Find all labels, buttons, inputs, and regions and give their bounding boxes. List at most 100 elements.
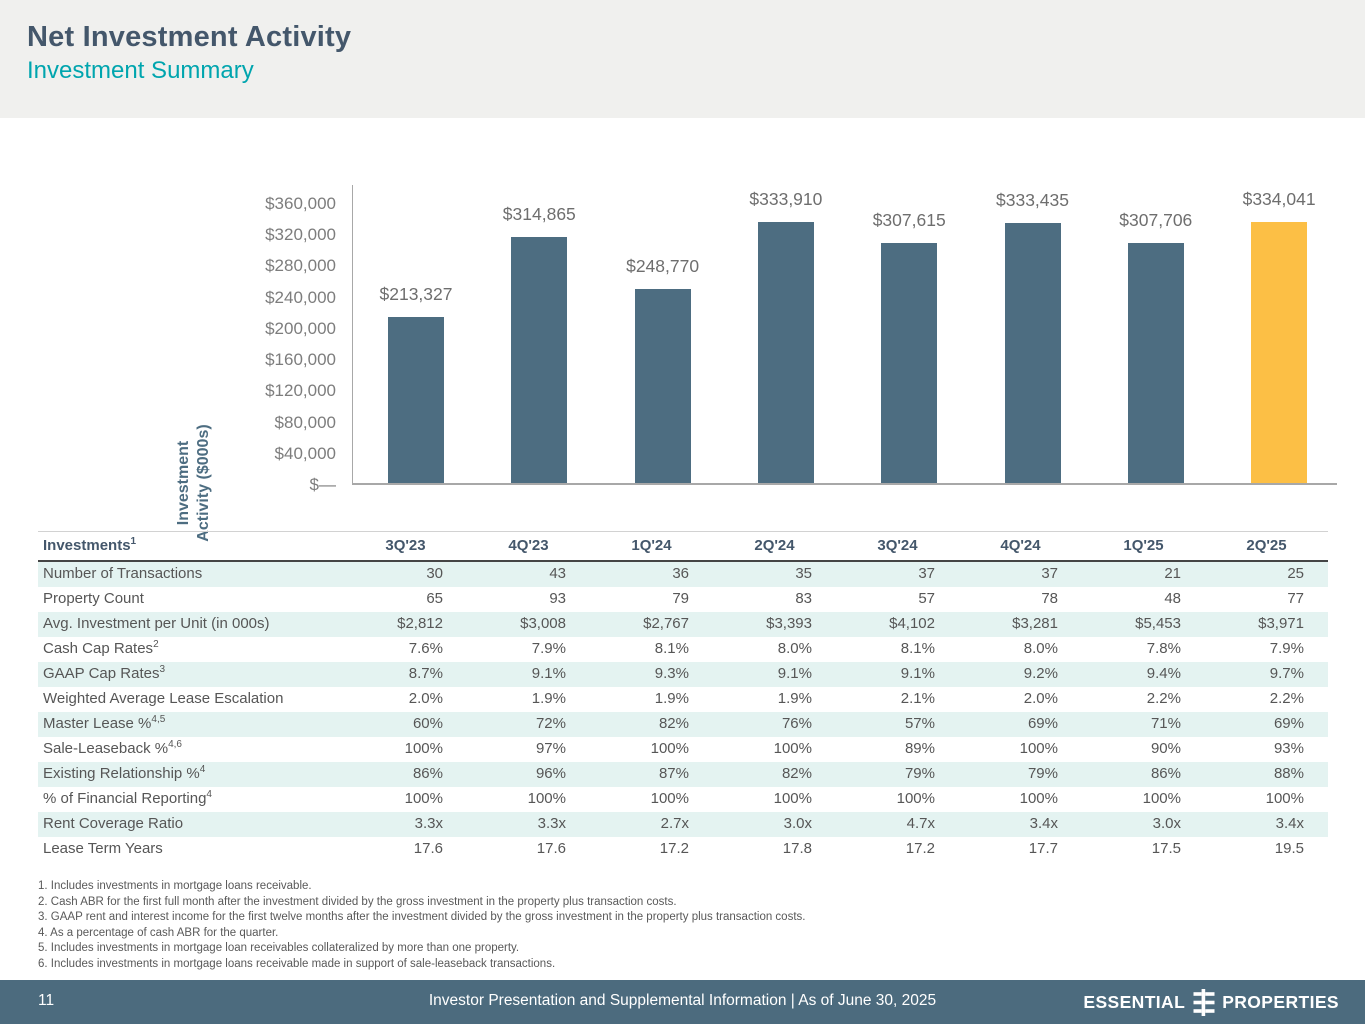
y-tick-label: $40,000: [274, 443, 336, 463]
cell-value: 100%: [650, 790, 689, 807]
cell-value: 7.9%: [531, 640, 566, 657]
table-row: Avg. Investment per Unit (in 000s) $2,812…: [38, 612, 1328, 637]
table-header-row: Investments1 3Q'23 4Q'23 1Q'24 2Q'24 3Q'24 4Q'…: [38, 531, 1328, 562]
footnote: 2. Cash ABR for the first full month aft…: [38, 895, 677, 908]
cell-value: 7.9%: [1269, 640, 1304, 657]
essential-properties-icon: [1193, 989, 1215, 1016]
column-header-4Q'23: 4Q'23: [467, 531, 590, 562]
cell-value: 100%: [1265, 790, 1304, 807]
bar-4Q'24: [1004, 222, 1061, 483]
logo-word-essential: ESSENTIAL: [1083, 992, 1186, 1012]
investments-table-body: Number of Transactions 30 43 36 35 37 37 21 25 Pr…: [38, 561, 1328, 862]
cell-value: $3,971: [1258, 615, 1304, 632]
footnote: 1. Includes investments in mortgage loan…: [38, 880, 312, 892]
cell-value: 43: [549, 565, 566, 582]
cell-value: 77: [1287, 590, 1304, 607]
row-label: Avg. Investment per Unit (in 000s): [43, 615, 270, 632]
cell-value: 88%: [1273, 765, 1304, 782]
cell-value: 1.9%: [654, 690, 689, 707]
bar-2Q'25: [1251, 222, 1308, 483]
cell-value: 86%: [1150, 765, 1181, 782]
y-tick-label: $160,000: [265, 350, 336, 370]
slide-header: Net Investment Activity Investment Summa…: [0, 0, 1365, 118]
cell-value: 1.9%: [777, 690, 812, 707]
cell-value: 71%: [1150, 715, 1181, 732]
cell-value: 100%: [896, 790, 935, 807]
cell-value: 7.6%: [408, 640, 443, 657]
cell-value: 8.0%: [777, 640, 812, 657]
cell-value: 79%: [1027, 765, 1058, 782]
cell-value: $5,453: [1135, 615, 1181, 632]
row-label: Master Lease %4,5: [43, 714, 166, 733]
table-row: Rent Coverage Ratio 3.3x 3.3x 2.7x 3.0x 4.7x 3…: [38, 812, 1328, 837]
cell-value: 2.2%: [1269, 690, 1304, 707]
cell-value: 65: [426, 590, 443, 607]
cell-value: 78: [1041, 590, 1058, 607]
cell-value: 9.1%: [900, 665, 935, 682]
table-row: GAAP Cap Rates3 8.7% 9.1% 9.3% 9.1% 9.1% 9.2% 9…: [38, 662, 1328, 687]
cell-value: 100%: [527, 790, 566, 807]
cell-value: 3.4x: [1029, 815, 1058, 832]
column-header-1Q'24: 1Q'24: [590, 531, 713, 562]
cell-value: 3.0x: [1152, 815, 1181, 832]
row-label: Property Count: [43, 590, 144, 607]
cell-value: 30: [426, 565, 443, 582]
cell-value: 72%: [535, 715, 566, 732]
row-label: Number of Transactions: [43, 565, 203, 582]
cell-value: 9.7%: [1269, 665, 1304, 682]
cell-value: 89%: [904, 740, 935, 757]
bar-value-label: $307,615: [872, 209, 946, 230]
row-label: Rent Coverage Ratio: [43, 815, 184, 832]
table-row: Master Lease %4,5 60% 72% 82% 76% 57% 69% 71% 69…: [38, 712, 1328, 737]
cell-value: 100%: [1019, 740, 1058, 757]
cell-value: 79%: [904, 765, 935, 782]
cell-value: 48: [1164, 590, 1181, 607]
table-header-investments: Investments1: [38, 531, 344, 562]
investments-table-section: Investments1 3Q'23 4Q'23 1Q'24 2Q'24 3Q'24 4Q'…: [38, 531, 1328, 862]
table-row: Weighted Average Lease Escalation 2.0% 1.9…: [38, 687, 1328, 712]
cell-value: 60%: [412, 715, 443, 732]
cell-value: 76%: [781, 715, 812, 732]
row-label: GAAP Cap Rates3: [43, 664, 166, 683]
cell-value: 4.7x: [906, 815, 935, 832]
table-row: Property Count 65 93 79 83 57 78 48 77: [38, 587, 1328, 612]
footnote: 3. GAAP rent and interest income for the…: [38, 911, 806, 924]
cell-value: 19.5: [1274, 840, 1304, 857]
bar-value-label: $248,770: [626, 255, 700, 276]
y-tick-label: $80,000: [274, 412, 336, 432]
cell-value: 93%: [1273, 740, 1304, 757]
cell-value: 2.7x: [660, 815, 689, 832]
table-row: Number of Transactions 30 43 36 35 37 37 21 25: [38, 561, 1328, 587]
bar-2Q'24: [757, 222, 814, 483]
row-label: Existing Relationship %4: [43, 764, 206, 783]
cell-value: 100%: [404, 740, 443, 757]
cell-value: 8.1%: [900, 640, 935, 657]
cell-value: 3.4x: [1275, 815, 1304, 832]
investments-table: Investments1 3Q'23 4Q'23 1Q'24 2Q'24 3Q'24 4Q'…: [38, 531, 1328, 862]
cell-value: $2,812: [397, 615, 443, 632]
cell-value: $3,393: [766, 615, 812, 632]
cell-value: 2.0%: [1023, 690, 1058, 707]
row-label: Weighted Average Lease Escalation: [43, 690, 284, 707]
cell-value: 9.4%: [1146, 665, 1181, 682]
cell-value: 35: [795, 565, 812, 582]
logo-word-properties: PROPERTIES: [1222, 992, 1339, 1012]
bar-3Q'23: [388, 316, 444, 483]
cell-value: 37: [918, 565, 935, 582]
bar-1Q'25: [1127, 242, 1184, 483]
column-header-2Q'24: 2Q'24: [713, 531, 836, 562]
page-subtitle: Investment Summary: [27, 57, 254, 84]
footnotes: 1. Includes investments in mortgage loan…: [38, 879, 1138, 973]
cell-value: 2.1%: [900, 690, 935, 707]
y-tick-label: $360,000: [265, 194, 336, 213]
cell-value: 2.2%: [1146, 690, 1181, 707]
cell-value: 87%: [658, 765, 689, 782]
cell-value: 17.2: [659, 840, 689, 857]
chart-y-axis-ticks: $360,000 $320,000 $280,000 $240,000 $200,000…: [0, 185, 336, 494]
footnote: 5. Includes investments in mortgage loan…: [38, 942, 520, 955]
cell-value: 9.1%: [777, 665, 812, 682]
cell-value: 100%: [773, 790, 812, 807]
cell-value: 17.6: [413, 840, 443, 857]
row-label: % of Financial Reporting4: [43, 789, 212, 808]
cell-value: 96%: [535, 765, 566, 782]
